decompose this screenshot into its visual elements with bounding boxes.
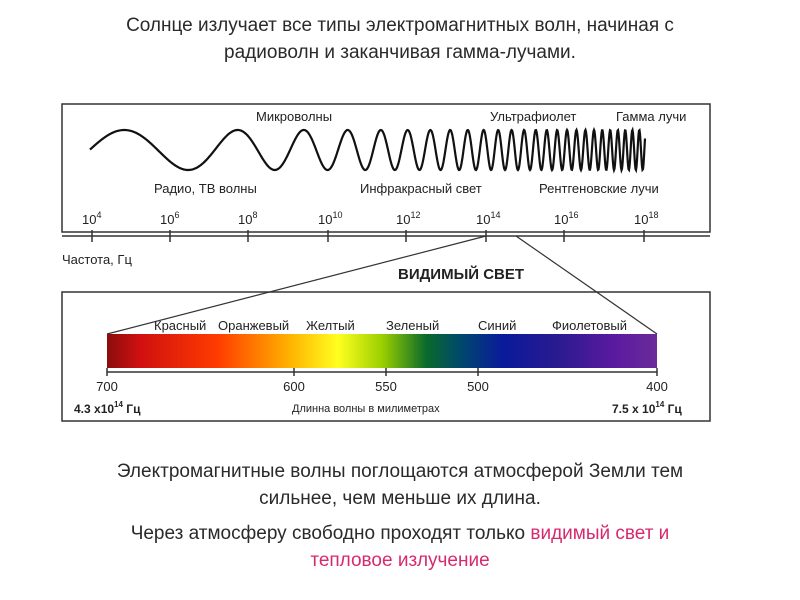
color-violet: Фиолетовый [552,318,627,333]
frequency-right: 7.5 x 1014 Гц [612,400,682,416]
color-blue: Синий [478,318,516,333]
wavelength-tick-400: 400 [646,379,668,394]
transmission-prefix: Через атмосферу свободно проходят только [130,523,531,544]
intro-caption: Солнце излучает все типы электромагнитны… [0,12,800,66]
frequency-tick-label: 1012 [396,210,420,227]
color-yellow: Желтый [306,318,355,333]
frequency-tick-label: 1014 [476,210,500,227]
color-orange: Оранжевый [218,318,289,333]
visible-light-title: ВИДИМЫЙ СВЕТ [398,265,524,283]
label-radio-tv: Радио, ТВ волны [154,181,257,196]
wavelength-tick-500: 500 [467,379,489,394]
label-infrared: Инфракрасный свет [360,181,482,196]
zoom-line-left [106,235,487,335]
frequency-tick-label: 1010 [318,210,342,227]
transmission-line-1: Через атмосферу свободно проходят только… [0,520,800,547]
frequency-axis-label: Частота, Гц [62,252,132,267]
frequency-tick-label: 1018 [634,210,658,227]
frequency-left: 4.3 x1014 Гц [74,400,141,416]
frequency-ticks: 104 106 108 1010 1012 1014 1016 1018 [82,210,658,242]
transmission-note: Через атмосферу свободно проходят только… [0,520,800,574]
visible-spectrum-band [107,334,657,368]
frequency-tick-label: 1016 [554,210,578,227]
color-green: Зеленый [386,318,439,333]
wave-line [89,126,647,174]
wavelength-axis-label: Длинна волны в милиметрах [292,403,440,415]
frequency-tick-label: 108 [238,210,257,227]
label-xray: Рентгеновские лучи [539,181,659,196]
highlight-thermal-radiation: тепловое излучение [310,550,490,571]
zoom-line-right [515,235,658,335]
intro-line-2: радиоволн и заканчивая гамма-лучами. [224,42,576,63]
absorption-note: Электромагнитные волны поглощаются атмос… [0,458,800,512]
label-ultraviolet: Ультрафиолет [490,109,576,124]
wavelength-ticks [106,368,658,376]
wavelength-tick-550: 550 [375,379,397,394]
label-gamma: Гамма лучи [616,109,686,124]
absorption-line-1: Электромагнитные волны поглощаются атмос… [116,461,684,482]
highlight-visible-light: видимый свет и [530,523,670,544]
frequency-tick-label: 106 [160,210,179,227]
frequency-tick-label: 104 [82,210,101,227]
wavelength-tick-600: 600 [283,379,305,394]
intro-line-1: Солнце излучает все типы электромагнитны… [126,15,674,36]
label-microwaves: Микроволны [256,109,332,124]
color-red: Красный [154,318,206,333]
visible-frame [61,291,711,422]
spectrum-frame [61,103,711,233]
wavelength-tick-700: 700 [96,379,118,394]
absorption-line-2: сильнее, чем меньше их длина. [259,488,541,509]
